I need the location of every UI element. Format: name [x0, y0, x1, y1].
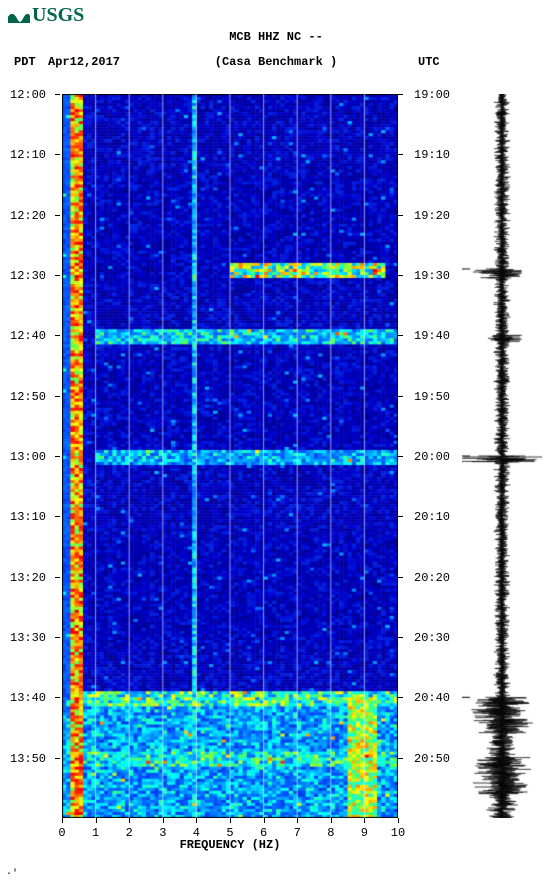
utc-tick-label: 20:00 — [414, 450, 450, 464]
utc-tick-label: 20:20 — [414, 571, 450, 585]
pdt-tick-label: 12:30 — [10, 269, 46, 283]
usgs-logo-text: USGS — [32, 4, 84, 27]
utc-tick-label: 20:30 — [414, 631, 450, 645]
utc-tick-label: 20:40 — [414, 691, 450, 705]
pdt-tick-label: 12:20 — [10, 209, 46, 223]
footer-mark: ·' — [6, 869, 18, 880]
pdt-tick-label: 13:40 — [10, 691, 46, 705]
usgs-logo: USGS — [8, 4, 84, 27]
pdt-tick-label: 13:50 — [10, 752, 46, 766]
utc-tick-label: 19:40 — [414, 329, 450, 343]
spectrogram — [62, 94, 398, 818]
pdt-tick-label: 13:10 — [10, 510, 46, 524]
utc-tick-label: 20:50 — [414, 752, 450, 766]
utc-tick-label: 19:20 — [414, 209, 450, 223]
waveform-trace — [462, 94, 542, 818]
utc-tick-label: 19:30 — [414, 269, 450, 283]
station-subtitle: (Casa Benchmark ) — [0, 55, 552, 69]
utc-tick-label: 20:10 — [414, 510, 450, 524]
frequency-axis-label: FREQUENCY (HZ) — [62, 838, 398, 852]
utc-axis: 19:0019:1019:2019:3019:4019:5020:0020:10… — [404, 94, 454, 818]
utc-label: UTC — [418, 55, 440, 69]
pdt-tick-label: 13:30 — [10, 631, 46, 645]
pdt-tick-label: 13:20 — [10, 571, 46, 585]
utc-tick-label: 19:10 — [414, 148, 450, 162]
usgs-wave-icon — [8, 9, 30, 23]
pdt-axis: 12:0012:1012:2012:3012:4012:5013:0013:10… — [10, 94, 60, 818]
station-title: MCB HHZ NC -- — [0, 30, 552, 44]
utc-tick-label: 19:00 — [414, 88, 450, 102]
frequency-axis: 012345678910 — [62, 818, 398, 838]
utc-tick-label: 19:50 — [414, 390, 450, 404]
pdt-tick-label: 13:00 — [10, 450, 46, 464]
pdt-tick-label: 12:50 — [10, 390, 46, 404]
pdt-tick-label: 12:40 — [10, 329, 46, 343]
pdt-tick-label: 12:10 — [10, 148, 46, 162]
pdt-tick-label: 12:00 — [10, 88, 46, 102]
